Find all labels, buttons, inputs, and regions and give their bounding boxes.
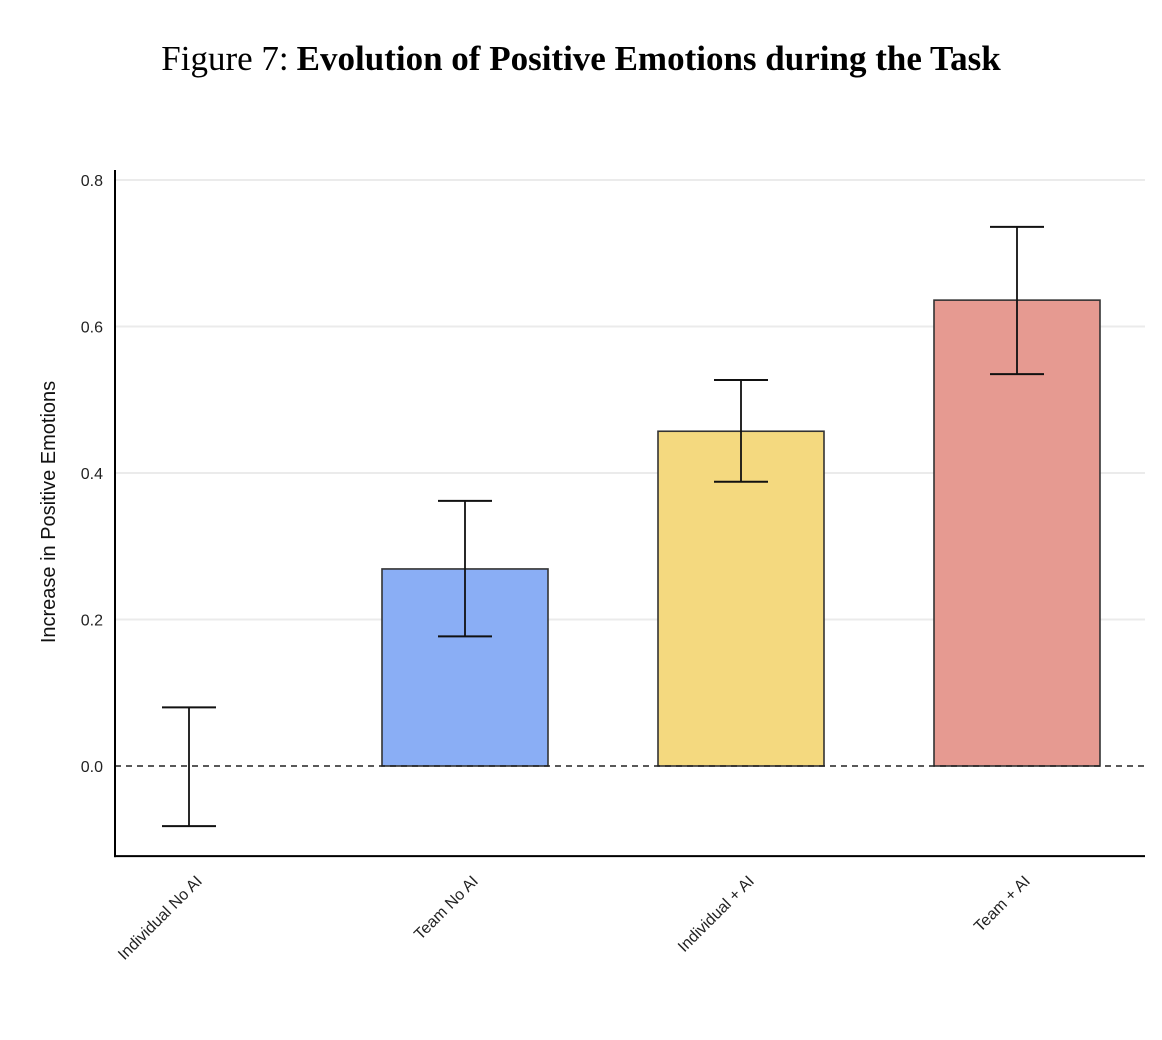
bar-team-ai [933, 299, 1101, 767]
y-tick-label: 0.4 [81, 466, 103, 483]
y-tick-label: 0.0 [81, 759, 103, 776]
figure-title-text: Evolution of Positive Emotions during th… [297, 39, 1002, 78]
figure-prefix: Figure 7: [161, 39, 288, 78]
y-tick-label: 0.6 [81, 320, 103, 337]
figure-title: Figure 7: Evolution of Positive Emotions … [161, 39, 1001, 78]
x-tick-label: Individual + AI [675, 873, 758, 956]
y-tick-label: 0.2 [81, 613, 103, 630]
y-axis-label: Increase in Positive Emotions [38, 381, 60, 643]
x-tick-label: Team No AI [411, 873, 482, 944]
y-tick-label: 0.8 [81, 173, 103, 190]
x-tick-label: Team + AI [971, 873, 1034, 936]
bar-individual-ai [657, 430, 825, 767]
x-tick-label: Individual No AI [115, 873, 206, 964]
